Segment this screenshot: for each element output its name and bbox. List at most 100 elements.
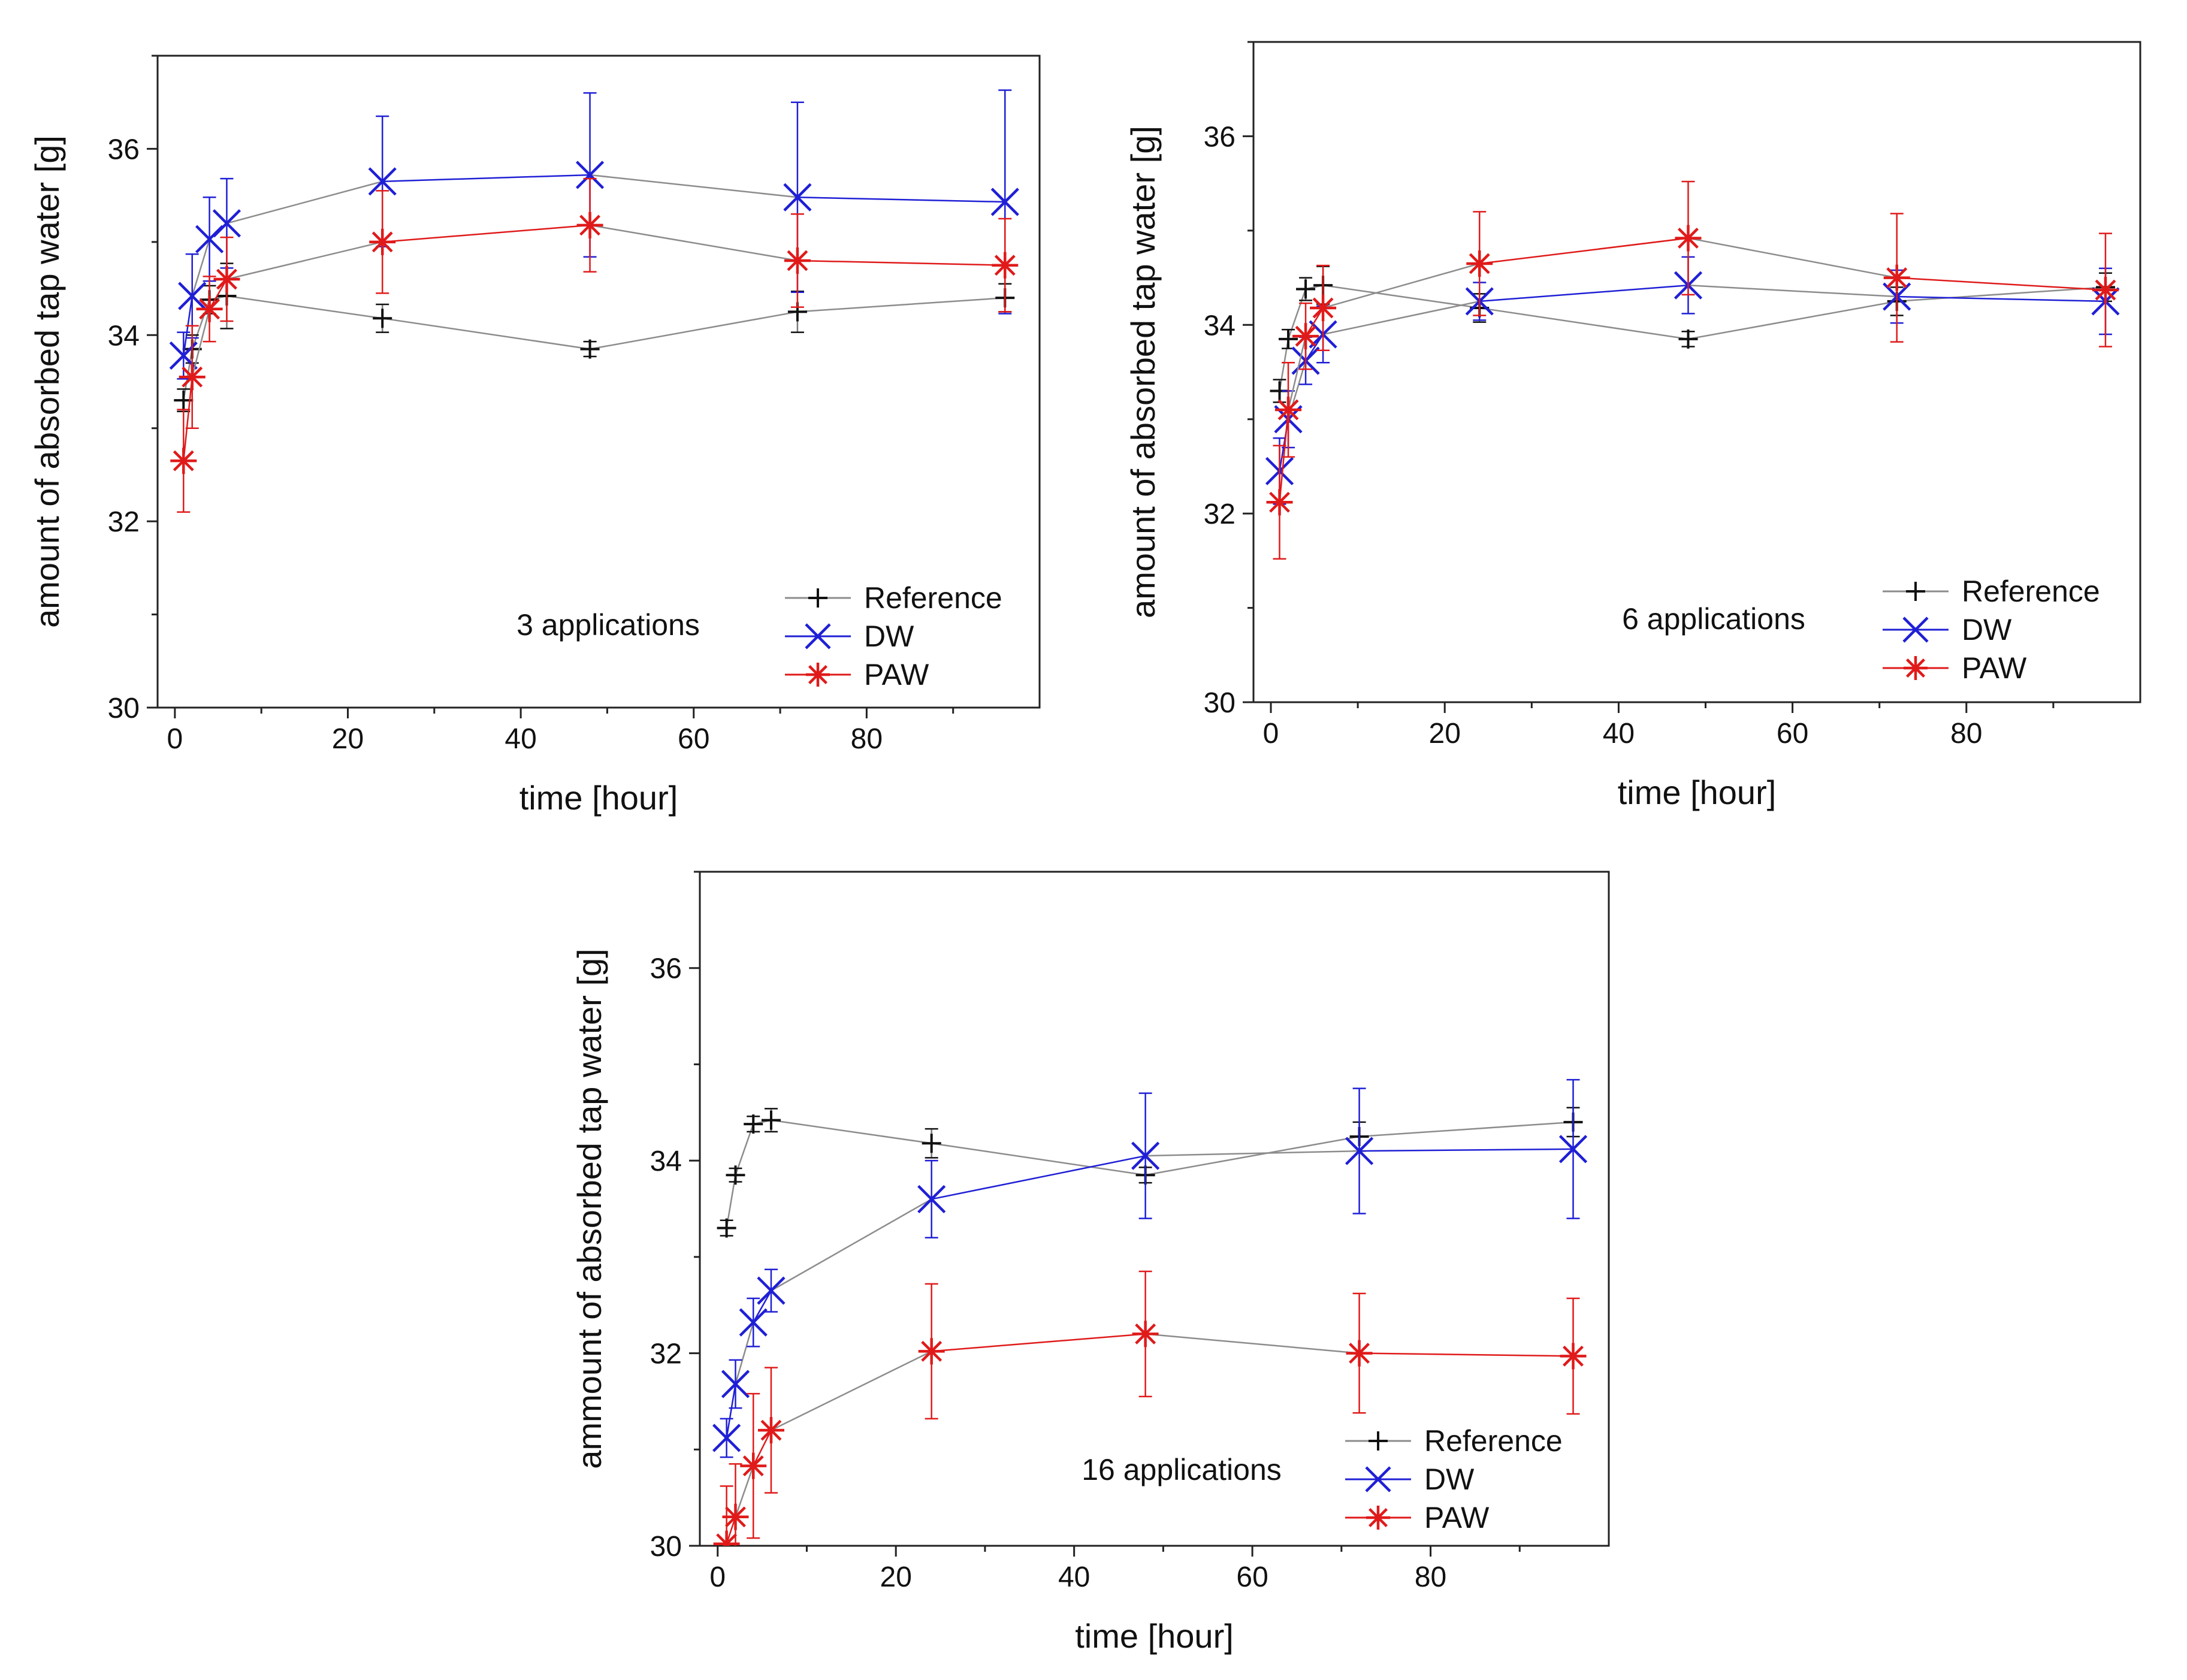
series-dw-segment — [1479, 284, 1688, 303]
series-paw-segment — [1688, 237, 1897, 279]
legend-item-reference: Reference — [785, 581, 1002, 615]
legend-label-dw: DW — [1962, 613, 2012, 646]
series-dw-segment — [771, 1198, 932, 1292]
series-paw-point — [2092, 277, 2119, 304]
x-tick-label: 80 — [1950, 718, 1982, 750]
x-tick-label: 60 — [678, 723, 709, 755]
series-reference-point — [580, 339, 600, 359]
y-tick-label: 30 — [108, 693, 140, 724]
series-reference-segment — [931, 1142, 1146, 1176]
series-reference-segment — [797, 297, 1005, 313]
series-dw-point — [212, 209, 241, 238]
series-paw-point — [1560, 1343, 1587, 1370]
x-tick-label: 80 — [1415, 1561, 1446, 1593]
plot-frame — [156, 55, 1041, 709]
series-dw-point — [721, 1370, 750, 1398]
legend-label-reference: Reference — [1962, 575, 2100, 608]
series-reference-segment — [1359, 1121, 1573, 1138]
legend-item-paw: PAW — [1345, 1501, 1490, 1534]
x-tick-label: 40 — [1603, 718, 1635, 750]
panel-annotation: 6 applications — [1622, 602, 1805, 636]
series-paw-point — [1310, 294, 1337, 321]
series-paw-segment — [726, 1516, 736, 1545]
x-tick-label: 60 — [1777, 718, 1808, 750]
series-dw — [169, 89, 1019, 380]
series-reference-segment — [1688, 300, 1897, 340]
legend-item-dw: DW — [1883, 613, 2012, 646]
series-dw-segment — [226, 180, 383, 224]
series-paw-point — [179, 364, 206, 391]
series-paw-segment — [735, 1466, 754, 1518]
series-dw-point — [1345, 1137, 1374, 1165]
series-dw-segment — [797, 197, 1005, 203]
series-dw-point — [1558, 1135, 1588, 1164]
series-reference-segment — [226, 295, 383, 319]
series-reference-segment — [1145, 1135, 1360, 1176]
plot-area — [1265, 180, 2120, 560]
x-tick-label: 60 — [1236, 1561, 1268, 1593]
series-paw-segment — [1287, 336, 1307, 410]
series-reference-segment — [183, 349, 193, 401]
series-dw-segment — [1896, 295, 2106, 303]
legend: Reference DW PAW — [785, 581, 1002, 691]
series-paw-point — [1883, 264, 1910, 291]
series-paw-segment — [797, 259, 1005, 266]
series-reference-segment — [1279, 339, 1289, 391]
series-dw-point — [783, 183, 812, 211]
series-dw-point — [917, 1185, 946, 1214]
series-dw — [712, 1078, 1588, 1458]
series-reference-segment — [771, 1119, 932, 1144]
legend-marker-reference — [1369, 1431, 1388, 1451]
legend-item-paw: PAW — [1883, 651, 2027, 685]
series-paw-segment — [753, 1430, 772, 1467]
series-dw-segment — [191, 238, 210, 297]
series-reference-point — [717, 1218, 736, 1238]
series-paw-point — [740, 1452, 767, 1479]
series-paw-point — [713, 1530, 740, 1546]
legend: Reference DW PAW — [1883, 575, 2100, 685]
x-tick-label: 0 — [709, 1561, 726, 1593]
series-paw-point — [1266, 489, 1293, 516]
x-axis-label: time [hour] — [519, 779, 678, 817]
series-reference-segment — [1322, 284, 1480, 309]
series-dw-segment — [931, 1155, 1146, 1200]
series-dw-segment — [1359, 1148, 1573, 1152]
legend-item-reference: Reference — [1345, 1424, 1563, 1458]
legend-marker-paw — [1366, 1506, 1390, 1530]
series-reference-segment — [590, 311, 798, 350]
series-paw-segment — [590, 224, 798, 262]
legend-label-reference: Reference — [864, 581, 1002, 615]
series-paw — [1266, 180, 2119, 560]
legend-marker-dw — [805, 623, 831, 649]
y-tick-label: 30 — [650, 1531, 682, 1563]
series-paw-point — [170, 448, 197, 475]
series-dw-segment — [590, 174, 798, 198]
plot-area — [712, 1078, 1588, 1546]
series-dw-point — [990, 188, 1019, 216]
series-paw-segment — [771, 1350, 932, 1431]
y-tick-label: 32 — [108, 506, 140, 538]
series-paw-point — [757, 1417, 784, 1444]
series-paw-point — [213, 266, 240, 293]
series-paw-segment — [1279, 409, 1289, 503]
y-tick-label: 32 — [1204, 498, 1236, 530]
y-tick-label: 34 — [650, 1146, 682, 1177]
x-tick-label: 20 — [880, 1561, 912, 1593]
legend-marker-paw — [1904, 656, 1928, 680]
series-paw-segment — [382, 224, 590, 243]
series-paw-segment — [191, 309, 210, 377]
y-tick-label: 36 — [108, 134, 140, 165]
x-tick-label: 40 — [1058, 1561, 1090, 1593]
series-reference-point — [726, 1165, 745, 1185]
series-dw-point — [178, 282, 207, 310]
series-dw-point — [739, 1308, 768, 1337]
chart-6-applications: 0 20 40 60 80 30 32 34 36 time [hour] amount of ab… — [1124, 41, 2141, 811]
series-reference-segment — [1479, 307, 1688, 340]
series-paw-point — [1292, 323, 1319, 350]
legend: Reference DW PAW — [1345, 1424, 1563, 1534]
legend-item-dw: DW — [1345, 1463, 1475, 1496]
series-reference-point — [1296, 279, 1316, 299]
chart-3-applications: 0 20 40 60 80 30 32 34 36 time [hour] amount of ab… — [28, 55, 1041, 817]
series-paw-point — [576, 211, 603, 238]
series-paw-point — [1675, 225, 1702, 252]
